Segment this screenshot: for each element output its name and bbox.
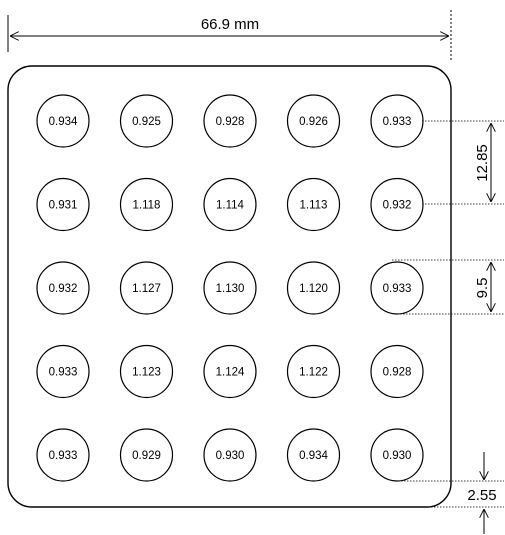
well-value: 0.931: [49, 200, 78, 212]
well-value: 1.127: [132, 283, 161, 295]
well: [370, 344, 424, 399]
well-value: 1.123: [132, 367, 161, 379]
well: [119, 94, 174, 148]
well: [286, 344, 341, 399]
well: [203, 94, 257, 148]
well: [203, 428, 257, 482]
well-value: 0.926: [299, 116, 328, 128]
well-value: 1.122: [299, 367, 328, 379]
well-value: 0.933: [383, 116, 412, 128]
well-value: 0.934: [299, 450, 328, 462]
well-value: 0.932: [49, 283, 78, 295]
well-value: 0.928: [216, 116, 245, 128]
well: [36, 177, 90, 232]
well-value: 0.925: [132, 116, 161, 128]
diameter-label: 9.5: [474, 278, 491, 299]
well: [370, 261, 424, 315]
well-value: 0.933: [383, 283, 412, 295]
well: [370, 428, 424, 482]
well-value: 0.930: [383, 450, 412, 462]
well-value: 0.934: [49, 116, 78, 128]
diameter-dimension: 9.5: [392, 259, 504, 315]
well-value: 0.928: [383, 367, 412, 379]
well: [36, 428, 90, 482]
well-value: 0.933: [49, 450, 78, 462]
well-value: 0.929: [132, 450, 161, 462]
well: [203, 261, 257, 315]
well: [203, 344, 257, 399]
well-value: 0.932: [383, 200, 412, 212]
well: [119, 428, 174, 482]
well-value: 1.120: [299, 283, 328, 295]
width-dimension: 66.9 mm: [7, 10, 452, 60]
well: [36, 344, 90, 399]
well: [36, 94, 90, 148]
well-value: 0.930: [216, 450, 245, 462]
margin-label: 2.55: [467, 487, 496, 504]
well: [286, 177, 341, 232]
well: [203, 177, 257, 232]
well: [286, 94, 341, 148]
well: [119, 177, 174, 232]
well: [119, 261, 174, 315]
well-value: 1.130: [216, 283, 245, 295]
well: [286, 428, 341, 482]
margin-dimension: 2.55: [398, 452, 504, 534]
well: [119, 344, 174, 399]
width-label: 66.9 mm: [201, 16, 259, 33]
well-value: 1.124: [216, 367, 245, 379]
well-value: 1.114: [216, 200, 245, 212]
well: [370, 177, 424, 232]
pitch-label: 12.85: [474, 144, 491, 182]
well: [36, 261, 90, 315]
well: [286, 261, 341, 315]
well-value: 0.933: [49, 367, 78, 379]
well-value: 1.118: [133, 200, 161, 212]
well-grid: 0.934 0.925 0.928 0.926 0.933 0.931 1.118 1.114…: [36, 94, 424, 482]
plate-outline: [7, 65, 452, 508]
well-value: 1.113: [300, 200, 328, 212]
pitch-dimension: 12.85: [422, 120, 504, 205]
